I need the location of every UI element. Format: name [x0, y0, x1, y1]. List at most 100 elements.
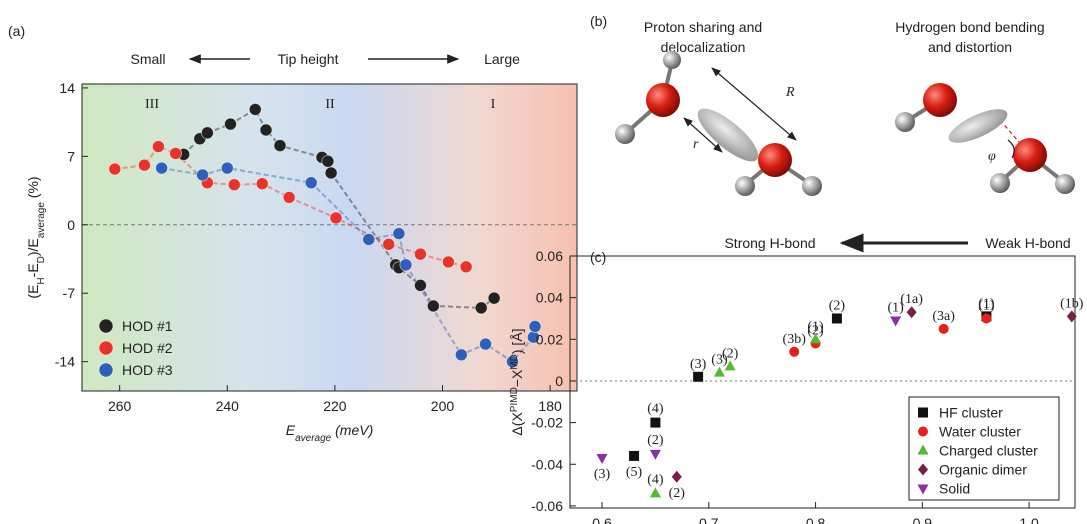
x-tick-label: 180	[538, 398, 562, 414]
hydrogen-atom	[802, 176, 822, 196]
legend-marker	[917, 444, 929, 455]
x-tick-label: 0.8	[806, 515, 826, 524]
y-tick-label: 0.06	[536, 248, 563, 264]
hydrogen-atom	[990, 173, 1010, 193]
oxygen-atom	[646, 83, 680, 117]
marker	[454, 348, 468, 362]
label-part: −X	[509, 369, 525, 387]
legend-marker	[917, 484, 929, 495]
legend-box	[908, 396, 1060, 501]
annotation: Strong H-bond	[724, 235, 815, 251]
legend-marker	[98, 340, 114, 356]
marker	[724, 360, 736, 371]
legend-label: Solid	[939, 481, 970, 497]
annotation: Large	[484, 51, 520, 67]
axis-label: Δ(XPIMD−XMD) [Å]	[509, 328, 526, 435]
legend-marker	[98, 362, 114, 378]
legend-label: HF cluster	[939, 405, 1003, 421]
marker	[479, 337, 492, 351]
point-label: (4)	[647, 472, 664, 487]
diagram-title: Hydrogen bond bending	[895, 19, 1044, 35]
point-label: (1)	[978, 296, 995, 311]
point-label: (5)	[626, 465, 643, 480]
marker	[282, 191, 296, 204]
oxygen-atom	[923, 83, 957, 117]
label-script: D	[36, 256, 47, 263]
marker	[255, 177, 269, 191]
marker	[138, 158, 151, 172]
annotation: Weak H-bond	[985, 235, 1070, 251]
legend-label: Charged cluster	[939, 443, 1038, 459]
marker	[810, 333, 822, 344]
marker	[528, 320, 542, 333]
marker	[596, 454, 608, 465]
marker	[649, 487, 661, 498]
panel-label: (a)	[8, 23, 25, 39]
label-part: (meV)	[331, 422, 373, 438]
label-part: E	[286, 422, 296, 438]
marker	[671, 470, 682, 483]
marker	[248, 103, 262, 116]
label-script: H	[36, 277, 47, 284]
label-script: average	[295, 433, 332, 444]
symbol: R	[785, 85, 795, 100]
marker	[906, 306, 917, 319]
marker	[321, 154, 335, 168]
marker	[890, 316, 902, 327]
diagram-title: Proton sharing and	[644, 19, 762, 35]
panel-label: (c)	[590, 249, 606, 265]
point-label: (2)	[647, 433, 664, 448]
marker	[981, 313, 992, 324]
marker	[487, 291, 501, 305]
point-label: (2)	[722, 346, 739, 361]
label-script: average	[36, 202, 47, 239]
x-tick-label: 200	[431, 398, 455, 414]
distance-arrow	[683, 117, 723, 153]
y-tick-label: 7	[67, 148, 75, 164]
angle-arc	[1007, 139, 1015, 159]
point-label: (2)	[669, 486, 686, 501]
marker	[259, 123, 273, 137]
oxygen-atom	[1013, 138, 1047, 172]
marker	[399, 258, 413, 272]
point-label: (1)	[807, 319, 824, 334]
marker	[693, 371, 704, 382]
point-label: (3)	[594, 467, 611, 482]
distance-arrow	[711, 67, 797, 141]
marker	[629, 450, 640, 461]
point-label: (3a)	[932, 309, 955, 324]
plot-frame	[81, 83, 578, 392]
marker	[273, 139, 287, 152]
diagram-title: delocalization	[661, 39, 746, 55]
marker	[938, 323, 949, 334]
marker	[152, 140, 165, 153]
marker	[155, 161, 169, 175]
axis-label: (EH-ED)/Eaverage (%)	[25, 176, 47, 298]
legend-label: HOD #3	[122, 362, 173, 378]
proton-cloud	[948, 109, 1008, 143]
region-label: III	[145, 97, 159, 112]
marker	[220, 161, 234, 175]
marker	[831, 313, 842, 324]
proton-cloud	[697, 108, 759, 162]
y-tick-label: 0.04	[536, 290, 563, 306]
hydrogen-atom	[615, 124, 635, 144]
label-part: -E	[25, 263, 41, 277]
label-script: MD	[509, 354, 520, 370]
legend-label: HOD #2	[122, 340, 173, 356]
marker	[304, 176, 318, 190]
panel-label: (b)	[590, 13, 607, 29]
marker	[108, 162, 122, 176]
x-tick-label: 260	[108, 398, 132, 414]
marker	[362, 233, 376, 246]
marker	[650, 417, 661, 428]
marker	[224, 117, 237, 131]
marker	[382, 237, 396, 251]
y-tick-label: 0.02	[536, 331, 563, 347]
point-label: (1)	[887, 301, 904, 316]
region-background	[82, 84, 577, 391]
point-label: (2)	[807, 323, 824, 338]
oxygen-atom	[758, 143, 792, 177]
legend-marker	[98, 318, 114, 334]
x-tick-label: 0.9	[913, 515, 933, 524]
